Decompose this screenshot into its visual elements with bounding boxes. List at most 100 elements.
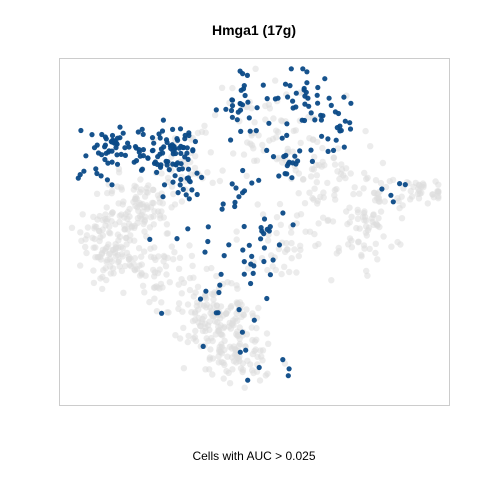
background-cell-point — [192, 337, 200, 345]
highlighted-cell-point — [388, 192, 394, 198]
highlighted-cell-point — [302, 101, 308, 107]
highlighted-cell-point — [186, 132, 192, 139]
highlighted-cell-point — [235, 109, 241, 115]
background-cell-point — [136, 189, 144, 196]
background-cell-point — [313, 172, 321, 179]
background-cell-point — [134, 219, 141, 227]
background-cell-point — [284, 145, 291, 152]
highlighted-cell-point — [312, 117, 318, 123]
background-cell-point — [259, 141, 266, 149]
background-cell-point — [237, 365, 245, 372]
background-cell-point — [68, 224, 76, 231]
background-cell-point — [295, 252, 302, 260]
highlighted-cell-point — [347, 126, 354, 132]
highlighted-cell-point — [122, 145, 128, 151]
background-cell-point — [314, 200, 321, 207]
background-cell-point — [250, 369, 257, 377]
background-cell-point — [160, 258, 167, 265]
background-cell-point — [135, 201, 143, 208]
highlighted-cell-point — [288, 66, 294, 72]
highlighted-cell-point — [194, 170, 200, 176]
background-cell-point — [115, 165, 123, 173]
highlighted-cell-point — [218, 271, 224, 277]
highlighted-cell-point — [174, 236, 180, 242]
background-cell-point — [160, 252, 168, 260]
highlighted-cell-point — [199, 174, 205, 180]
background-cell-point — [131, 267, 139, 274]
background-cell-point — [151, 295, 158, 302]
highlighted-cell-point — [348, 100, 354, 106]
highlighted-cell-point — [109, 182, 115, 188]
background-cell-point — [99, 232, 107, 239]
background-cell-point — [320, 214, 327, 221]
highlighted-cell-point — [309, 158, 315, 164]
background-cell-point — [158, 208, 165, 215]
highlighted-cell-point — [236, 307, 242, 313]
background-cell-point — [180, 324, 187, 332]
background-cell-point — [435, 188, 442, 195]
highlighted-cell-point — [245, 377, 251, 383]
background-cell-point — [82, 236, 89, 243]
background-cell-point — [394, 238, 401, 246]
background-cell-point — [192, 153, 199, 160]
background-cell-point — [82, 243, 89, 251]
highlighted-cell-point — [99, 131, 105, 138]
background-cell-point — [121, 222, 128, 229]
highlighted-cell-point — [300, 66, 306, 72]
background-cell-point — [146, 298, 153, 306]
background-cell-point — [202, 129, 209, 136]
highlighted-cell-point — [161, 144, 167, 150]
background-cell-point — [163, 271, 170, 278]
highlighted-cell-point — [89, 132, 95, 138]
highlighted-cell-point — [305, 95, 311, 101]
background-cell-point — [227, 304, 234, 311]
background-cell-point — [306, 135, 313, 142]
highlighted-cell-point — [111, 140, 117, 146]
background-cell-point — [308, 165, 316, 173]
background-cell-point — [178, 290, 185, 297]
highlighted-cell-point — [137, 153, 143, 159]
background-cell-point — [435, 193, 442, 200]
highlighted-cell-point — [261, 231, 267, 237]
background-cell-point — [297, 139, 304, 147]
background-cell-point — [141, 218, 148, 225]
highlighted-cell-point — [341, 94, 347, 100]
highlighted-cell-point — [145, 155, 151, 161]
background-cell-point — [207, 346, 214, 353]
background-cell-point — [292, 127, 299, 134]
background-cell-point — [186, 286, 194, 294]
background-cell-point — [375, 215, 382, 222]
background-cell-point — [374, 256, 381, 263]
highlighted-cell-point — [258, 236, 264, 242]
background-cell-point — [311, 153, 318, 161]
highlighted-cell-point — [248, 261, 254, 267]
background-cell-point — [366, 245, 373, 253]
background-cell-point — [356, 190, 363, 197]
background-cell-point — [112, 253, 120, 260]
background-cell-point — [275, 245, 283, 253]
background-cell-point — [184, 301, 192, 308]
background-cell-point — [302, 228, 309, 235]
highlighted-cell-point — [183, 192, 189, 198]
highlighted-cell-point — [105, 160, 111, 166]
highlighted-cell-point — [216, 289, 222, 296]
background-cell-point — [243, 306, 250, 313]
plot-frame — [59, 58, 450, 406]
background-cell-point — [168, 243, 175, 250]
highlighted-cell-point — [258, 225, 264, 231]
background-cell-point — [272, 77, 279, 84]
highlighted-cell-point — [390, 199, 396, 205]
highlighted-cell-point — [221, 253, 227, 259]
background-cell-point — [233, 228, 240, 235]
background-cell-point — [283, 246, 291, 253]
background-cell-point — [311, 185, 318, 192]
highlighted-cell-point — [228, 107, 235, 114]
background-cell-point — [370, 212, 377, 219]
background-cell-point — [83, 249, 90, 257]
highlighted-cell-point — [217, 282, 223, 288]
highlighted-cell-point — [319, 133, 325, 139]
background-cell-point — [343, 208, 350, 215]
highlighted-cell-point — [164, 162, 170, 168]
highlighted-cell-point — [140, 147, 146, 153]
